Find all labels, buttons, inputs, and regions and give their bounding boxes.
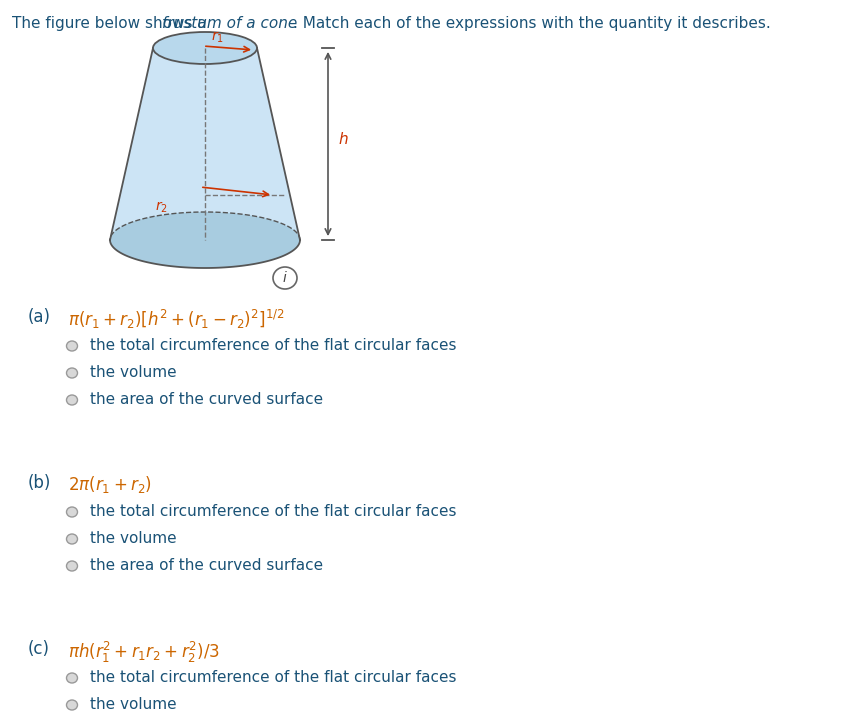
Text: $2\pi(r_1 + r_2)$: $2\pi(r_1 + r_2)$ [68,474,152,495]
Text: the volume: the volume [90,365,176,380]
Text: (a): (a) [28,308,51,326]
Ellipse shape [67,534,78,544]
Text: (c): (c) [28,640,50,658]
Text: $r_1$: $r_1$ [211,30,224,45]
Text: the volume: the volume [90,697,176,712]
Ellipse shape [67,368,78,378]
Ellipse shape [153,32,257,64]
Text: (b): (b) [28,474,51,492]
Text: the area of the curved surface: the area of the curved surface [90,558,324,573]
Ellipse shape [67,507,78,517]
Text: the total circumference of the flat circular faces: the total circumference of the flat circ… [90,338,457,353]
Polygon shape [110,48,300,240]
Text: $\pi(r_1 + r_2)[h^2 + (r_1 - r_2)^2]^{1/2}$: $\pi(r_1 + r_2)[h^2 + (r_1 - r_2)^2]^{1/… [68,308,285,331]
Text: the volume: the volume [90,531,176,546]
Text: The figure below shows a: The figure below shows a [12,16,212,31]
Text: the total circumference of the flat circular faces: the total circumference of the flat circ… [90,504,457,519]
Text: $h$: $h$ [338,131,349,147]
Text: the total circumference of the flat circular faces: the total circumference of the flat circ… [90,670,457,685]
Text: $r_2$: $r_2$ [155,200,168,215]
Ellipse shape [67,673,78,683]
Ellipse shape [110,212,300,268]
Text: $\pi h(r_1^2 + r_1r_2 + r_2^2)/3$: $\pi h(r_1^2 + r_1r_2 + r_2^2)/3$ [68,640,220,665]
Text: . Match each of the expressions with the quantity it describes.: . Match each of the expressions with the… [293,16,771,31]
Text: the area of the curved surface: the area of the curved surface [90,392,324,407]
Text: frustum of a cone: frustum of a cone [162,16,298,31]
Ellipse shape [67,341,78,351]
Ellipse shape [273,267,297,289]
Ellipse shape [67,700,78,710]
Text: $i$: $i$ [282,271,288,286]
Ellipse shape [67,561,78,571]
Ellipse shape [67,395,78,405]
